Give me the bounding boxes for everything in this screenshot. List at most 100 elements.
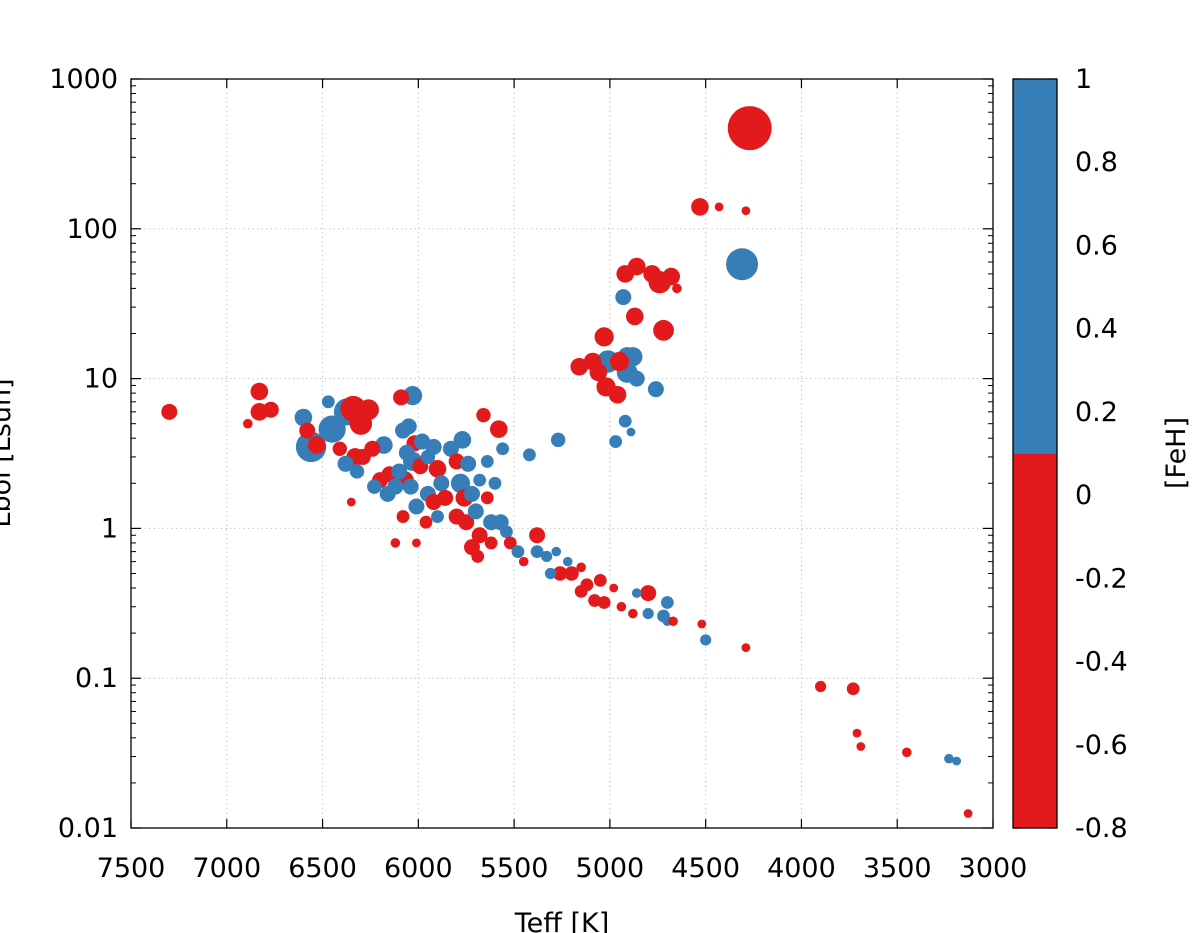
colorbar-frame: [1012, 78, 1058, 829]
data-point: [660, 596, 674, 609]
data-point: [437, 489, 454, 506]
x-tick-label: 4500: [671, 853, 740, 884]
data-point: [608, 385, 627, 404]
data-point: [393, 389, 410, 406]
data-point: [615, 289, 632, 306]
y-tick-label: 0.01: [58, 813, 118, 844]
data-point: [332, 441, 347, 456]
data-point: [294, 408, 313, 427]
plot-frame: [130, 78, 994, 829]
data-point: [668, 616, 678, 627]
data-point: [593, 573, 607, 587]
data-point: [741, 206, 751, 216]
data-point: [902, 747, 912, 758]
data-point: [400, 418, 417, 435]
data-point: [467, 503, 484, 520]
colorbar-tick-label: 0.8: [1075, 147, 1118, 178]
data-point: [391, 463, 408, 480]
data-point: [402, 478, 419, 495]
data-point: [488, 476, 502, 490]
x-tick-label: 3500: [863, 853, 932, 884]
data-point: [420, 449, 436, 465]
y-tick-label: 1: [101, 513, 118, 544]
data-point: [476, 407, 491, 423]
colorbar-tick-label: 0.6: [1075, 230, 1118, 261]
data-point: [161, 403, 178, 420]
data-point: [442, 440, 459, 457]
data-point: [631, 588, 642, 598]
data-point: [597, 596, 611, 609]
data-point: [856, 742, 866, 751]
data-points: [161, 106, 973, 818]
data-point: [511, 545, 525, 559]
data-point: [458, 514, 475, 531]
data-point: [398, 444, 415, 461]
data-point: [609, 351, 630, 372]
x-tick-label: 5000: [576, 853, 645, 884]
data-point: [662, 267, 680, 286]
data-point: [387, 478, 404, 495]
data-point: [963, 809, 973, 818]
data-point: [952, 756, 962, 766]
data-point: [589, 363, 608, 382]
data-point: [628, 608, 638, 619]
data-point: [643, 265, 661, 283]
data-point: [390, 538, 401, 548]
data-point: [691, 198, 709, 216]
y-tick-label: 1000: [49, 64, 118, 95]
data-point: [337, 455, 354, 472]
data-point: [576, 562, 586, 573]
y-tick-label: 100: [66, 214, 118, 245]
colorbar-title: [FeH]: [1161, 417, 1192, 489]
x-tick-label: 3000: [959, 853, 1028, 884]
data-point: [550, 432, 566, 448]
x-tick-label: 6000: [384, 853, 453, 884]
x-tick-label: 7500: [97, 853, 166, 884]
data-point: [852, 728, 862, 738]
y-axis-title: Lbol [Lsun]: [0, 378, 17, 527]
data-point: [433, 475, 450, 492]
data-point: [453, 431, 472, 449]
data-point: [346, 497, 356, 507]
colorbar-tick-label: 0.4: [1075, 314, 1118, 345]
data-point: [396, 510, 410, 523]
axis-ticks: 7500 7000 6500 6000 5500 5000 4500 4000 3500 3000…: [49, 64, 1127, 884]
data-point: [574, 584, 588, 598]
data-point: [428, 459, 447, 478]
data-point: [944, 753, 954, 764]
data-point: [431, 510, 444, 523]
colorbar-tick-label: 1: [1075, 64, 1092, 95]
data-point: [450, 473, 471, 493]
data-point: [250, 382, 269, 401]
colorbar: [1012, 78, 1058, 829]
data-point: [562, 556, 573, 567]
data-point: [609, 583, 619, 593]
colorbar-tick-label: -0.8: [1075, 813, 1128, 844]
data-point: [647, 381, 664, 398]
data-point: [358, 399, 379, 421]
data-point: [480, 455, 494, 468]
x-tick-label: 7000: [192, 853, 261, 884]
data-point: [364, 440, 381, 457]
data-point: [503, 536, 517, 550]
data-point: [653, 319, 674, 341]
data-point: [243, 418, 253, 429]
data-point: [714, 202, 724, 212]
grid-lines: [131, 79, 993, 828]
data-point: [609, 435, 623, 448]
data-point: [530, 545, 544, 559]
colorbar-tick-label: -0.2: [1075, 563, 1128, 594]
data-point: [412, 538, 421, 548]
data-point: [564, 566, 579, 581]
data-point: [697, 619, 707, 629]
y-tick-label: 0.1: [75, 663, 118, 694]
data-point: [484, 536, 498, 550]
data-point: [628, 370, 645, 387]
data-point: [727, 106, 772, 151]
colorbar-tick-label: -0.6: [1075, 730, 1128, 761]
data-point: [473, 473, 487, 487]
data-point: [518, 556, 529, 567]
data-point: [570, 357, 589, 376]
data-point: [471, 550, 485, 563]
data-point: [627, 257, 646, 276]
